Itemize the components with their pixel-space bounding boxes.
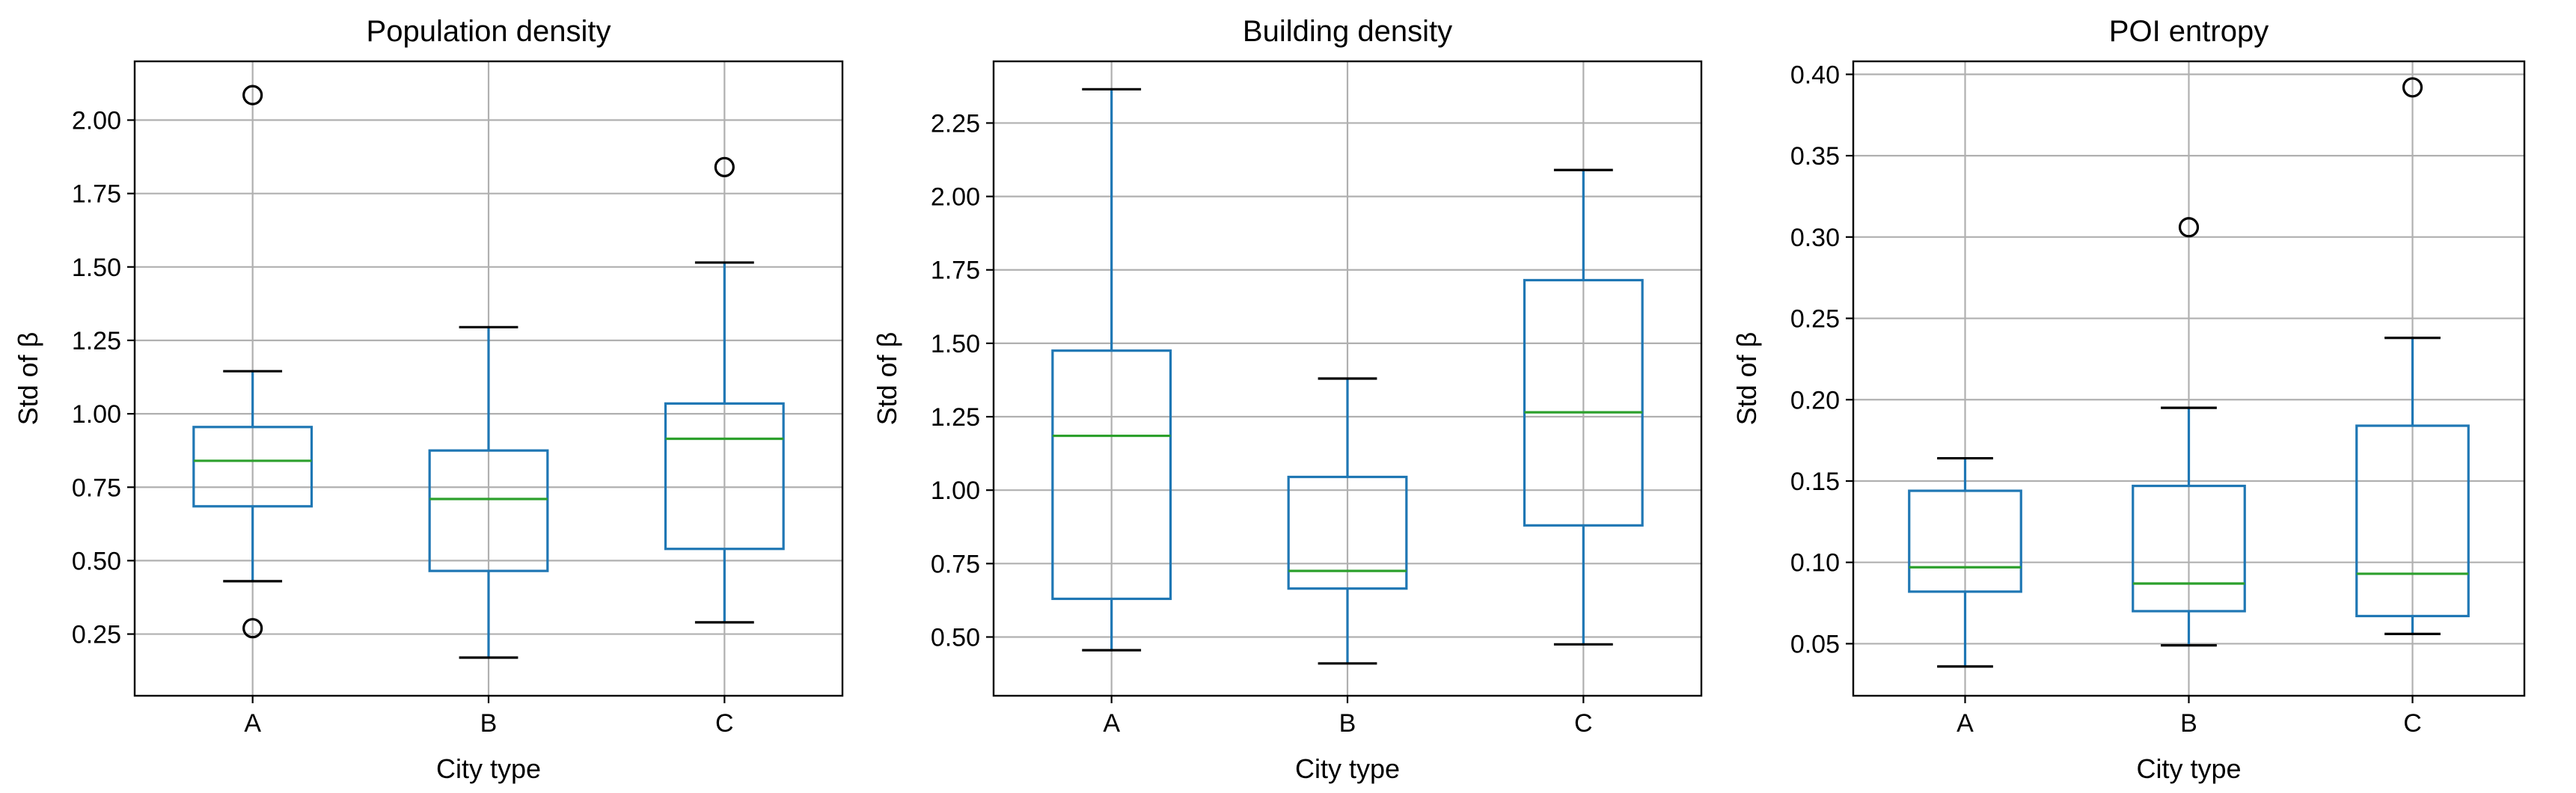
chart-title: Building density <box>1243 15 1452 48</box>
y-tick-label: 1.25 <box>72 327 121 355</box>
y-axis-label: Std of β <box>1731 332 1762 426</box>
iqr-box <box>1523 278 1644 527</box>
iqr-box <box>1287 475 1408 590</box>
y-tick-label: 0.75 <box>72 474 121 502</box>
y-tick-label: 1.75 <box>72 180 121 209</box>
y-tick-label: 1.50 <box>931 330 980 358</box>
y-tick-label: 0.15 <box>1790 468 1840 496</box>
y-tick-label: 0.25 <box>1790 305 1840 334</box>
chart-title: POI entropy <box>2109 15 2268 48</box>
outlier-point <box>714 156 735 177</box>
y-tick-label: 1.00 <box>72 400 121 429</box>
x-tick-label: B <box>2180 709 2197 738</box>
box-A <box>1908 456 2022 668</box>
x-axis-label: City type <box>1295 753 1400 784</box>
y-tick-label: 1.25 <box>931 403 980 432</box>
box-B <box>428 325 549 659</box>
x-tick-label: B <box>480 709 498 738</box>
box-C <box>2355 77 2470 635</box>
y-tick-label: 0.50 <box>931 623 980 652</box>
chart-panel-1: 0.25 0.50 0.75 1.00 1.25 1.50 1.75 2.00 A B C Popul… <box>13 15 844 784</box>
iqr-box <box>428 449 549 572</box>
iqr-box <box>2355 424 2470 618</box>
y-tick-label: 0.40 <box>1790 61 1840 89</box>
y-tick-label: 1.00 <box>931 477 980 505</box>
y-tick-label: 0.10 <box>1790 549 1840 578</box>
chart-title: Population density <box>367 15 611 48</box>
y-tick-label: 0.25 <box>72 621 121 649</box>
iqr-box <box>664 402 785 551</box>
y-tick-label: 1.75 <box>931 257 980 285</box>
chart-panel-3: 0.05 0.10 0.15 0.20 0.25 0.30 0.35 0.40 A B C POI e… <box>1731 15 2526 784</box>
iqr-box <box>192 426 313 508</box>
x-tick-label: C <box>2403 709 2422 738</box>
chart-panel-2: 0.50 0.75 1.00 1.25 1.50 1.75 2.00 2.25 A B C Build… <box>872 15 1703 784</box>
y-tick-label: 0.20 <box>1790 386 1840 414</box>
y-tick-label: 2.00 <box>72 107 121 135</box>
y-tick-label: 2.25 <box>931 109 980 138</box>
outlier-point <box>242 618 263 639</box>
iqr-box <box>1051 349 1172 601</box>
y-tick-label: 1.50 <box>72 254 121 282</box>
x-axis-label: City type <box>436 753 541 784</box>
box-C <box>1523 168 1644 646</box>
y-tick-label: 0.05 <box>1790 630 1840 658</box>
box-A <box>192 85 313 639</box>
y-axis-label: Std of β <box>13 332 43 426</box>
box-B <box>1287 377 1408 665</box>
y-tick-label: 2.00 <box>931 183 980 212</box>
iqr-box <box>1908 489 2022 593</box>
x-axis-label: City type <box>2136 753 2241 784</box>
x-tick-label: A <box>1957 709 1974 738</box>
x-tick-label: A <box>1103 709 1120 738</box>
iqr-box <box>2132 484 2246 613</box>
chart-panels: 0.25 0.50 0.75 1.00 1.25 1.50 1.75 2.00 A B C Popul… <box>13 15 2526 784</box>
x-tick-label: C <box>1574 709 1593 738</box>
y-tick-label: 0.75 <box>931 550 980 578</box>
x-tick-label: A <box>244 709 261 738</box>
x-tick-label: B <box>1339 709 1356 738</box>
outlier-point <box>242 85 263 105</box>
box-C <box>664 156 785 624</box>
y-tick-label: 0.50 <box>72 547 121 575</box>
outlier-point <box>2402 77 2423 98</box>
box-B <box>2132 217 2246 647</box>
y-tick-label: 0.35 <box>1790 142 1840 171</box>
y-axis-label: Std of β <box>872 332 902 426</box>
box-A <box>1051 88 1172 652</box>
y-tick-label: 0.30 <box>1790 224 1840 252</box>
x-tick-label: C <box>715 709 734 738</box>
outlier-point <box>2178 217 2200 238</box>
